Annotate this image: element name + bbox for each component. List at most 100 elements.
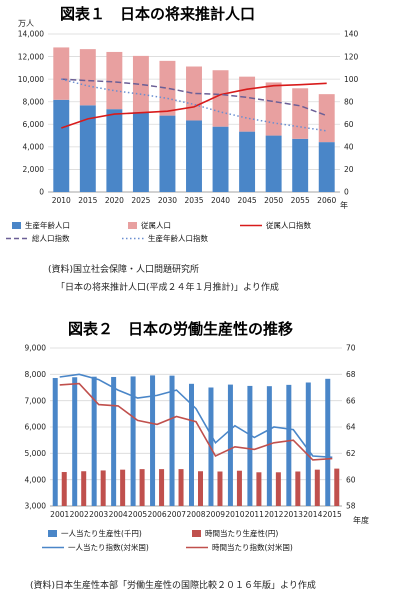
chart-2-x-tick: 2012 — [264, 510, 283, 519]
chart-2-x-tick: 2008 — [186, 510, 205, 519]
chart-2-bar-2 — [198, 471, 204, 506]
chart-1-bar-1 — [53, 99, 70, 192]
chart-1-legend-swatch — [128, 222, 137, 229]
chart-1-bar-2 — [79, 49, 96, 106]
chart-1-x-tick: 2025 — [131, 196, 150, 205]
chart-1-x-unit: 年 — [340, 200, 348, 210]
chart-2-lines — [59, 373, 333, 461]
chart-1-x-tick: 2045 — [238, 196, 257, 205]
chart-2-y-left-tick: 3,000 — [25, 502, 47, 511]
chart-1-bar-1 — [239, 131, 256, 192]
chart-2-y-left-tick: 5,000 — [25, 449, 47, 458]
chart-2-x-tick: 2005 — [128, 510, 147, 519]
chart-1-bar-1 — [79, 105, 96, 192]
chart-2-bar-2 — [100, 470, 106, 506]
chart-2-y-right-tick: 66 — [346, 396, 356, 405]
chart-1-bar-2 — [318, 94, 335, 143]
chart-1-bar-1 — [292, 138, 309, 192]
chart-2-y-right-tick: 64 — [346, 423, 356, 432]
chart-1-y-right-tick: 60 — [344, 120, 354, 129]
chart-2-bar-1 — [72, 377, 78, 506]
chart-1-y-left-tick: 4,000 — [23, 143, 45, 152]
chart-1-legend-label: 従属人口 — [141, 220, 171, 230]
chart-2-bar-2 — [314, 469, 320, 506]
chart-2-y-right-tick: 58 — [346, 502, 356, 511]
chart-2-title: 図表２ 日本の労働生産性の推移 — [68, 320, 293, 338]
chart-1-y-right-tick: 140 — [344, 30, 359, 39]
chart-1-bar-1 — [132, 112, 149, 192]
chart-1-legend-label: 生産年齢人口指数 — [148, 233, 208, 243]
chart-2-y-left-tick: 6,000 — [25, 423, 47, 432]
chart-1-y-unit: 万人 — [18, 19, 34, 28]
chart-1: 図表１ 日本の将来推計人口 万人 年 0 0 2,000 20 4,000 40 6,000… — [6, 5, 359, 293]
chart-1-line-3 — [61, 78, 327, 132]
chart-1-line-1 — [61, 82, 327, 129]
chart-2-x-tick: 2014 — [303, 510, 322, 519]
chart-2-x-tick: 2011 — [245, 510, 264, 519]
chart-1-bar-2 — [159, 60, 176, 116]
chart-1-bar-2 — [106, 51, 123, 110]
chart-2-gridlines — [50, 347, 342, 507]
chart-2-source-line-1: (資料)日本生産性本部「労働生産性の国際比較２０１６年版」より作成 — [30, 579, 316, 591]
chart-1-bar-2 — [212, 70, 229, 127]
chart-2-y-right-tick: 62 — [346, 449, 356, 458]
chart-1-bar-1 — [265, 135, 282, 192]
chart-1-x-tick: 2040 — [211, 196, 230, 205]
chart-2-bar-2 — [81, 471, 87, 506]
chart-2-bar-1 — [52, 378, 58, 506]
chart-2-bar-2 — [120, 469, 126, 506]
chart-2-y-left-tick: 7,000 — [25, 396, 47, 405]
chart-2: 図表２ 日本の労働生産性の推移 年度 3,000 58 4,000 60 5,000 62… — [25, 320, 369, 591]
chart-1-bar-1 — [159, 115, 176, 192]
chart-1-bar-1 — [186, 120, 202, 192]
chart-2-y-right-tick: 68 — [346, 370, 356, 379]
chart-2-bar-1 — [188, 383, 194, 506]
chart-1-bar-1 — [106, 109, 123, 192]
chart-1-bar-2 — [292, 88, 309, 139]
chart-1-legend-swatch — [12, 222, 21, 229]
chart-1-x-tick: 2035 — [184, 196, 203, 205]
chart-1-x-tick: 2050 — [264, 196, 283, 205]
chart-2-bar-2 — [217, 471, 223, 506]
chart-2-bar-1 — [247, 385, 253, 506]
chart-2-bar-2 — [159, 469, 165, 506]
chart-1-y-left-tick: 6,000 — [23, 120, 45, 129]
chart-2-bar-2 — [236, 470, 242, 506]
chart-1-bar-1 — [212, 126, 229, 192]
chart-1-lines — [61, 78, 327, 132]
chart-2-bar-1 — [325, 378, 331, 506]
chart-2-x-tick: 2006 — [148, 510, 167, 519]
chart-2-bars — [52, 375, 340, 506]
chart-2-x-tick: 2013 — [284, 510, 303, 519]
chart-2-legend-label: 時間当たり指数(対米国) — [212, 542, 293, 552]
chart-2-y-right-tick: 70 — [346, 344, 356, 353]
chart-1-y-right-tick: 20 — [344, 165, 354, 174]
chart-1-source-line-2: 「日本の将来推計人口(平成２４年１月推計)」より作成 — [56, 281, 279, 293]
chart-2-line-1 — [59, 373, 333, 459]
chart-2-x-tick: 2002 — [70, 510, 89, 519]
chart-2-bar-1 — [305, 382, 311, 506]
chart-2-bar-1 — [130, 376, 136, 506]
chart-2-bar-1 — [227, 384, 233, 506]
chart-2-bar-1 — [266, 386, 272, 506]
chart-1-y-right-tick: 40 — [344, 143, 354, 152]
chart-1-x-tick: 2015 — [78, 196, 97, 205]
chart-2-bar-2 — [178, 469, 184, 506]
chart-1-bars — [53, 47, 335, 192]
chart-2-bar-2 — [256, 472, 262, 506]
chart-1-x-tick: 2060 — [317, 196, 336, 205]
chart-2-bar-2 — [334, 468, 340, 506]
chart-2-legend-swatch — [48, 530, 57, 537]
chart-1-y-right-tick: 100 — [344, 75, 359, 84]
chart-1-x-tick: 2030 — [158, 196, 177, 205]
chart-1-bar-2 — [239, 76, 256, 132]
chart-2-y-left-tick: 4,000 — [25, 475, 47, 484]
chart-2-legend-label: 時間当たり生産性(円) — [205, 528, 278, 538]
chart-2-legend-label: 一人当たり指数(対米国) — [68, 542, 149, 552]
chart-2-legend-swatch — [192, 530, 201, 537]
chart-2-legend-label: 一人当たり生産性(千円) — [61, 528, 142, 538]
chart-2-x-tick: 2003 — [89, 510, 108, 519]
chart-1-title: 図表１ 日本の将来推計人口 — [60, 5, 255, 23]
chart-2-x-unit: 年度 — [353, 515, 369, 525]
chart-2-x-tick: 2010 — [225, 510, 244, 519]
